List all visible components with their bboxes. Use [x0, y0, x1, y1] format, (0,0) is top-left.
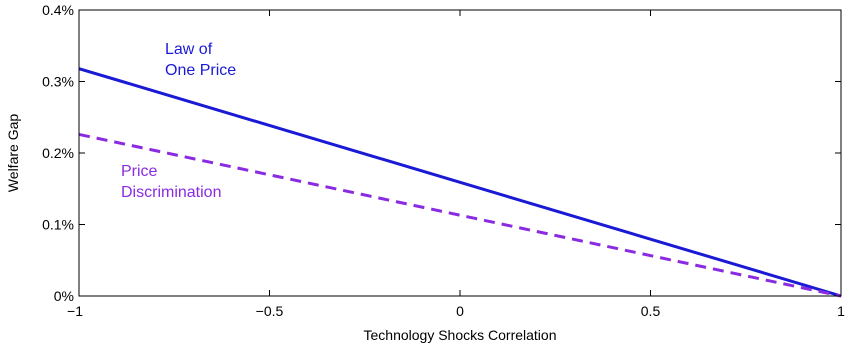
x-tick-label: 0.5: [641, 303, 661, 319]
series-annotation-price-discrimination: Price Discrimination: [121, 163, 221, 201]
series-line-law-of-one-price: [78, 67, 842, 298]
x-tick-label: −0.5: [256, 303, 284, 319]
series-annotation-line: One Price: [165, 62, 236, 79]
x-tick-label: −1: [67, 303, 83, 319]
x-tick-label: 0: [456, 303, 464, 319]
series-annotation-line: Law of: [165, 41, 213, 58]
series-annotation-line: Price: [121, 163, 158, 180]
series-line-price-discrimination: [78, 132, 842, 298]
y-tick-label: 0%: [54, 288, 74, 304]
x-axis-label: Technology Shocks Correlation: [364, 327, 557, 343]
series-annotation-line: Discrimination: [121, 184, 221, 201]
series-annotation-law-of-one-price: Law of One Price: [165, 41, 236, 79]
x-tick-label: 1: [837, 303, 845, 319]
y-axis-label: Welfare Gap: [5, 114, 21, 193]
y-tick-label: 0.4%: [42, 2, 74, 18]
y-tick-label: 0.3%: [42, 74, 74, 90]
y-tick-label: 0.1%: [42, 217, 74, 233]
y-tick-label: 0.2%: [42, 145, 74, 161]
